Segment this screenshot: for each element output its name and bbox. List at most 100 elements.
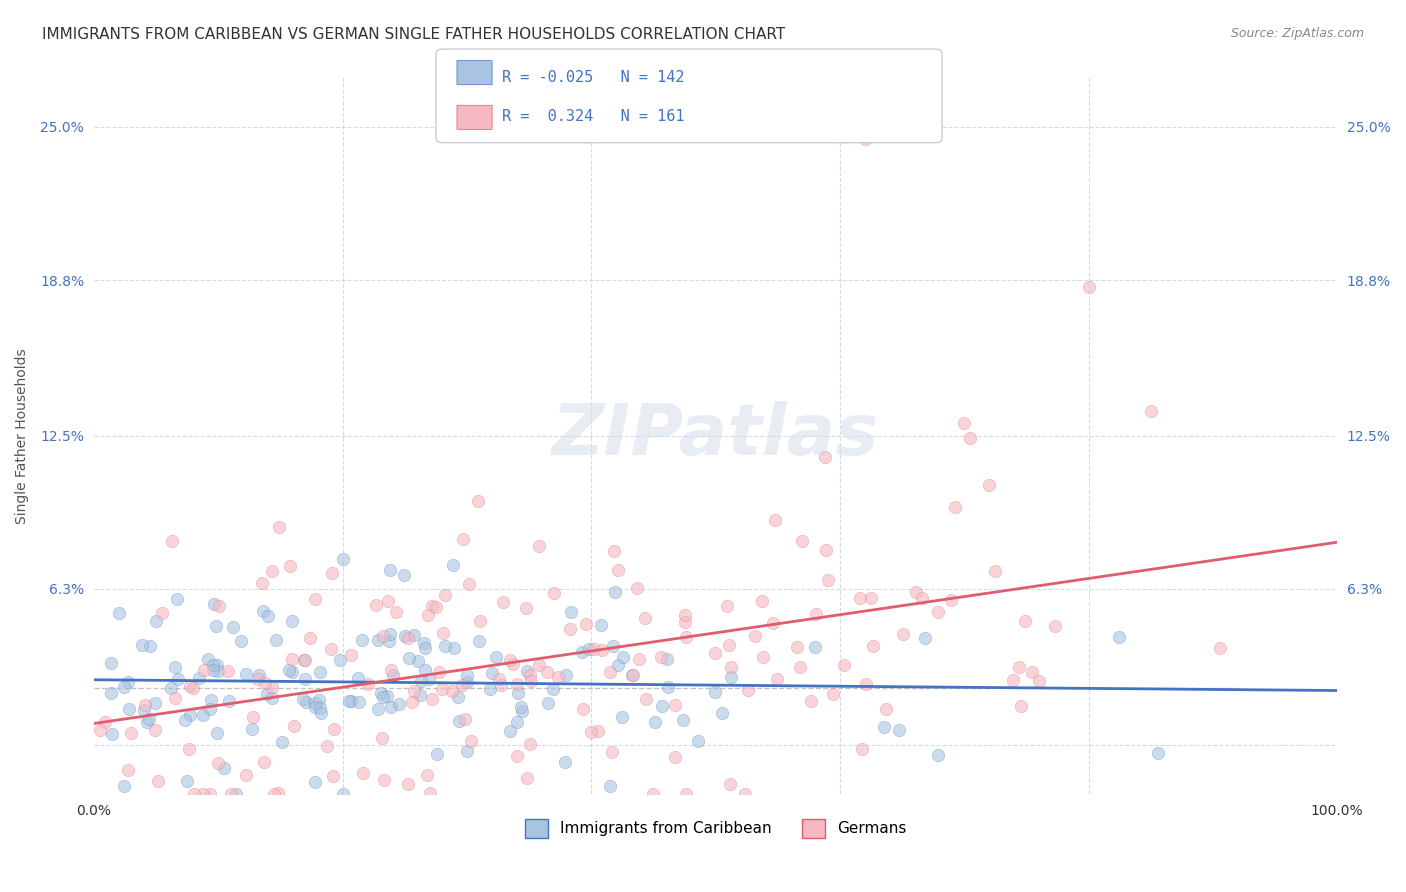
Point: [675, 630, 697, 644]
Point: [519, 737, 541, 751]
Point: [304, 775, 326, 789]
Point: [262, 691, 284, 706]
Point: [143, 696, 166, 710]
Point: [516, 664, 538, 678]
Point: [786, 640, 808, 654]
Point: [506, 676, 529, 690]
Point: [904, 585, 927, 599]
Point: [308, 693, 330, 707]
Point: [100, 686, 122, 700]
Point: [703, 646, 725, 660]
Point: [734, 787, 756, 801]
Point: [253, 676, 276, 690]
Point: [418, 608, 440, 623]
Point: [555, 668, 578, 682]
Point: [510, 700, 533, 714]
Point: [744, 629, 766, 643]
Point: [612, 649, 634, 664]
Point: [392, 567, 415, 582]
Point: [851, 742, 873, 756]
Point: [420, 599, 443, 614]
Point: [163, 660, 186, 674]
Point: [737, 683, 759, 698]
Point: [373, 690, 395, 704]
Point: [394, 629, 416, 643]
Point: [623, 668, 645, 682]
Point: [519, 668, 541, 682]
Point: [179, 708, 201, 723]
Point: [377, 593, 399, 607]
Point: [202, 597, 225, 611]
Point: [703, 685, 725, 699]
Point: [309, 706, 332, 720]
Point: [382, 667, 405, 681]
Point: [263, 787, 285, 801]
Point: [589, 618, 612, 632]
Point: [202, 663, 225, 677]
Point: [855, 676, 877, 690]
Point: [1014, 614, 1036, 628]
Point: [193, 663, 215, 677]
Point: [404, 628, 426, 642]
Point: [112, 779, 135, 793]
Point: [506, 714, 529, 729]
Point: [536, 696, 558, 710]
Point: [447, 714, 470, 728]
Text: ZIPatlas: ZIPatlas: [553, 401, 879, 470]
Point: [295, 695, 318, 709]
Point: [401, 694, 423, 708]
Point: [959, 431, 981, 445]
Point: [413, 641, 436, 656]
Point: [373, 630, 395, 644]
Point: [242, 722, 264, 736]
Point: [817, 573, 839, 587]
Point: [644, 715, 666, 730]
Point: [294, 653, 316, 667]
Point: [340, 648, 363, 663]
Point: [718, 638, 741, 652]
Point: [166, 591, 188, 606]
Point: [927, 605, 949, 619]
Point: [804, 607, 827, 621]
Point: [205, 658, 228, 673]
Point: [364, 598, 387, 612]
Point: [167, 672, 190, 686]
Point: [406, 654, 429, 668]
Point: [914, 631, 936, 645]
Point: [718, 777, 741, 791]
Point: [1028, 674, 1050, 689]
Point: [278, 664, 301, 678]
Point: [204, 618, 226, 632]
Point: [218, 693, 240, 707]
Point: [752, 650, 775, 665]
Point: [821, 687, 844, 701]
Point: [626, 581, 648, 595]
Point: [332, 552, 354, 566]
Point: [404, 683, 426, 698]
Point: [118, 702, 141, 716]
Point: [977, 478, 1000, 492]
Point: [235, 768, 257, 782]
Point: [357, 677, 380, 691]
Point: [145, 614, 167, 628]
Text: Source: ZipAtlas.com: Source: ZipAtlas.com: [1230, 27, 1364, 40]
Point: [456, 668, 478, 682]
Point: [420, 691, 443, 706]
Text: IMMIGRANTS FROM CARIBBEAN VS GERMAN SINGLE FATHER HOUSEHOLDS CORRELATION CHART: IMMIGRANTS FROM CARIBBEAN VS GERMAN SING…: [42, 27, 786, 42]
Point: [873, 720, 896, 734]
Point: [664, 698, 686, 712]
Point: [283, 719, 305, 733]
Point: [765, 673, 787, 687]
Point: [205, 726, 228, 740]
Point: [339, 694, 361, 708]
Point: [434, 639, 457, 653]
Point: [280, 665, 302, 680]
Point: [398, 650, 420, 665]
Point: [191, 708, 214, 723]
Point: [751, 594, 773, 608]
Point: [183, 681, 205, 695]
Point: [146, 773, 169, 788]
Point: [229, 634, 252, 648]
Point: [425, 599, 447, 614]
Point: [242, 709, 264, 723]
